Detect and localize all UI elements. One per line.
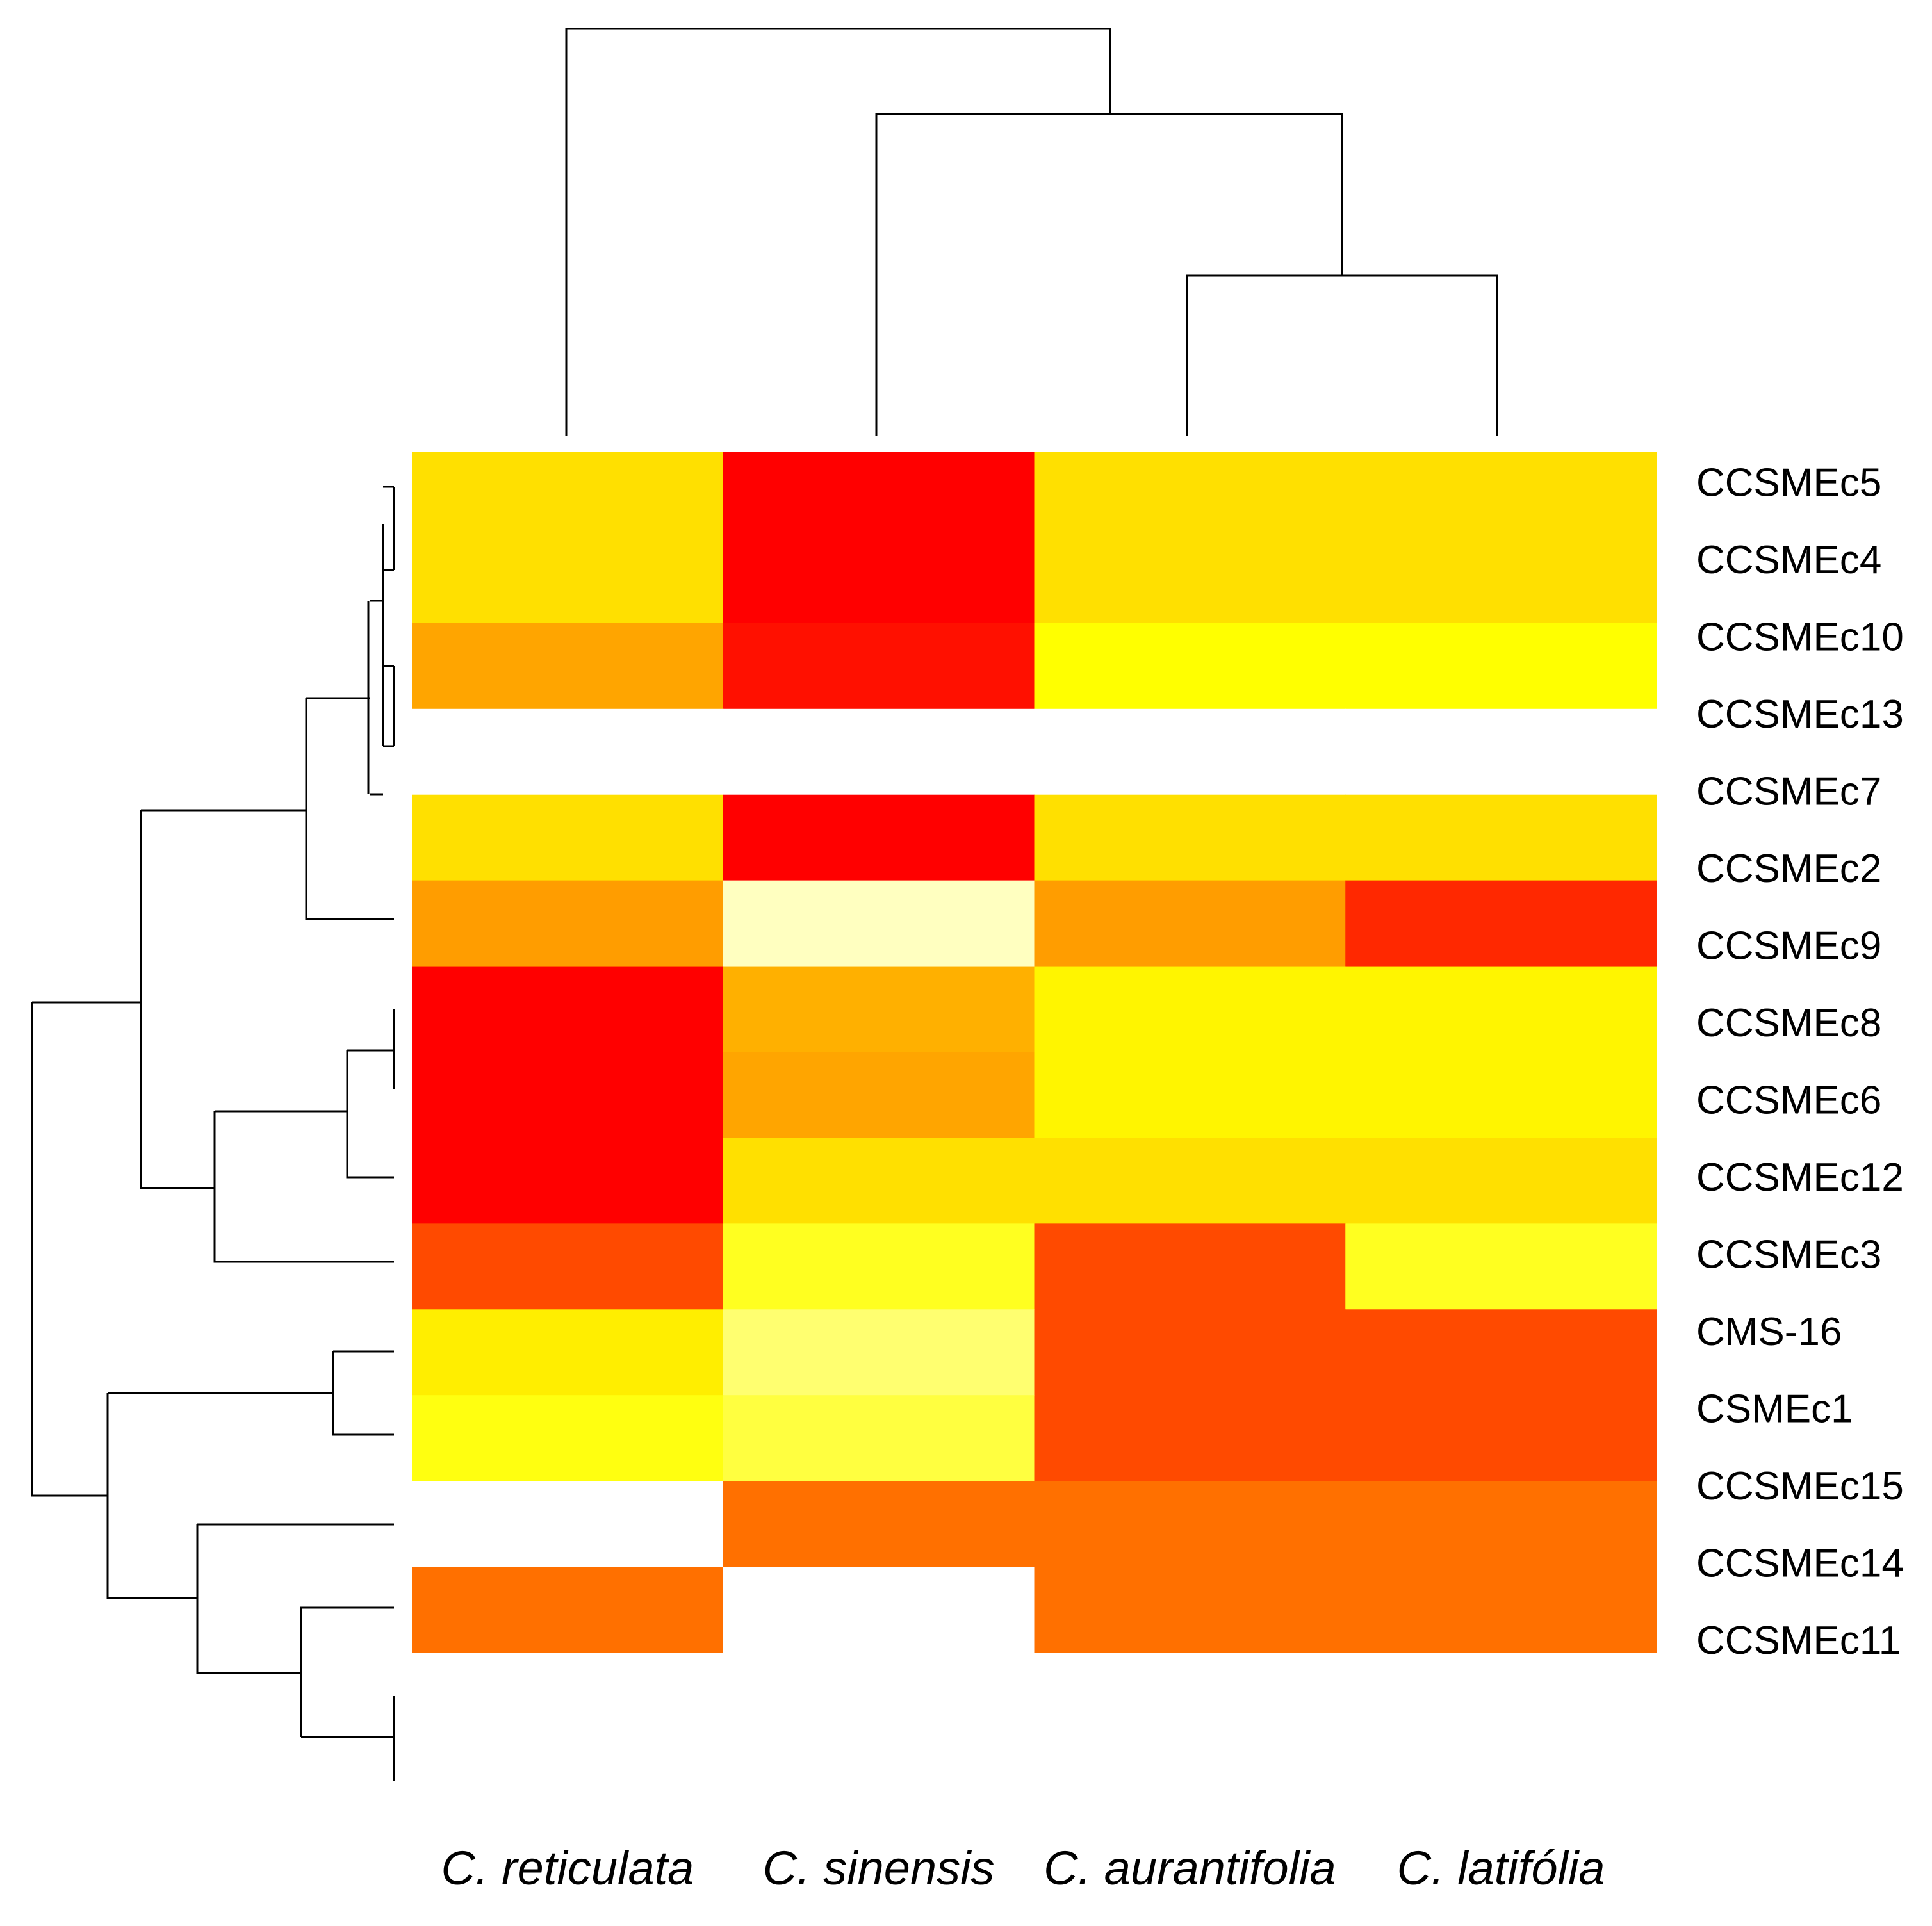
heatmap-cell (412, 452, 724, 538)
heatmap-cell (412, 1138, 724, 1224)
heatmap-cell (1345, 452, 1657, 538)
heatmap-cell (412, 1309, 724, 1396)
heatmap-cell (723, 1223, 1035, 1310)
heatmap-cell (723, 880, 1035, 967)
heatmap-cell (1034, 1309, 1346, 1396)
row-label: CCSMEc3 (1696, 1232, 1881, 1277)
column-labels: C. reticulata C. sinensis C. aurantifolia C… (441, 1841, 1605, 1895)
heatmap-cell (723, 966, 1035, 1053)
heatmap-cell (1034, 1395, 1346, 1481)
heatmap-cell (1345, 1481, 1657, 1567)
heatmap-cell (1034, 708, 1346, 796)
heatmap-cell (1034, 537, 1346, 624)
heatmap-cell (412, 1567, 724, 1653)
heatmap-cell (723, 708, 1035, 796)
row-label: CCSMEc8 (1696, 1001, 1881, 1045)
row-labels: CCSMEc5 CCSMEc4 CCSMEc10 CCSMEc13 CCSMEc7 CCS… (1696, 461, 1904, 1663)
heatmap-cell (412, 880, 724, 967)
row-dendrogram-link (196, 1524, 301, 1674)
heatmap-cell (412, 1052, 724, 1139)
heatmap-cell (1345, 1223, 1657, 1310)
heatmap-cell (1034, 1567, 1346, 1653)
heatmap-cell (1034, 1138, 1346, 1224)
heatmap-cell (1345, 1567, 1657, 1653)
heatmap-cell (723, 1567, 1035, 1653)
row-dendrogram-link (300, 1606, 394, 1737)
row-label: CCSMEc14 (1696, 1541, 1904, 1585)
heatmap-cell (412, 794, 724, 881)
heatmap-cell (723, 623, 1035, 710)
row-dendrogram-link (31, 1002, 108, 1497)
heatmap-cells (412, 452, 1657, 1653)
heatmap-cell (1034, 452, 1346, 538)
heatmap-cell (1034, 794, 1346, 881)
heatmap-cell (412, 708, 724, 796)
heatmap-cell (1034, 880, 1346, 967)
column-label: C. sinensis (763, 1841, 995, 1895)
heatmap-cell (1034, 1481, 1346, 1567)
heatmap-cell (412, 966, 724, 1053)
column-label: C. reticulata (441, 1841, 694, 1895)
row-label: CMS-16 (1696, 1310, 1842, 1354)
heatmap-cell (1034, 1052, 1346, 1139)
row-dendrogram-link (140, 810, 215, 1189)
heatmap-cell (1034, 623, 1346, 710)
heatmap-cell (1345, 966, 1657, 1053)
heatmap-cell (723, 1395, 1035, 1481)
row-label: CCSMEc4 (1696, 538, 1881, 582)
heatmap-cell (1345, 794, 1657, 881)
row-label: CCSMEc13 (1696, 692, 1904, 737)
row-dendrogram (31, 486, 395, 1781)
row-label: CCSMEc7 (1696, 769, 1881, 813)
row-label: CCSMEc10 (1696, 615, 1904, 659)
row-dendrogram-link (332, 1351, 394, 1436)
heatmap-cell (723, 1138, 1035, 1224)
heatmap-cell (1345, 537, 1657, 624)
heatmap-cell (1345, 1395, 1657, 1481)
column-label: C. latifólia (1397, 1841, 1605, 1895)
column-dendrogram (565, 28, 1498, 436)
heatmap-cell (723, 1481, 1035, 1567)
row-dendrogram-link (106, 1393, 197, 1599)
row-label: CCSMEc2 (1696, 847, 1881, 891)
row-label: CCSMEc11 (1696, 1619, 1901, 1663)
heatmap-cell (723, 537, 1035, 624)
row-label: CCSMEc6 (1696, 1078, 1881, 1122)
heatmap-cell (1345, 623, 1657, 710)
heatmap-cell (723, 1052, 1035, 1139)
column-dendrogram-link (1186, 274, 1498, 436)
row-label: CCSMEc9 (1696, 924, 1881, 968)
heatmap-cell (723, 452, 1035, 538)
column-dendrogram-link (565, 28, 1111, 436)
column-dendrogram-link (875, 113, 1343, 436)
heatmap-cell (1034, 966, 1346, 1053)
heatmap-cell (1345, 880, 1657, 967)
heatmap-cell (412, 1481, 724, 1567)
row-label: CCSMEc15 (1696, 1464, 1904, 1508)
row-dendrogram-link (346, 1050, 394, 1179)
heatmap-cell (412, 623, 724, 710)
heatmap-cell (412, 1223, 724, 1310)
row-label: CSMEc1 (1696, 1387, 1853, 1431)
heatmap-cell (1345, 1138, 1657, 1224)
row-label: CCSMEc5 (1696, 461, 1881, 505)
heatmap-cell (723, 1309, 1035, 1396)
heatmap-cell (412, 1395, 724, 1481)
heatmap-cell (723, 794, 1035, 881)
row-dendrogram-link (213, 1111, 394, 1263)
heatmap-cell (1345, 708, 1657, 796)
heatmap-cell (1345, 1052, 1657, 1139)
heatmap-cell (412, 537, 724, 624)
row-label: CCSMEc12 (1696, 1155, 1904, 1200)
heatmap-cell (1345, 1309, 1657, 1396)
heatmap-cell (1034, 1223, 1346, 1310)
column-label: C. aurantifolia (1044, 1841, 1336, 1895)
row-dendrogram-link (305, 698, 394, 920)
